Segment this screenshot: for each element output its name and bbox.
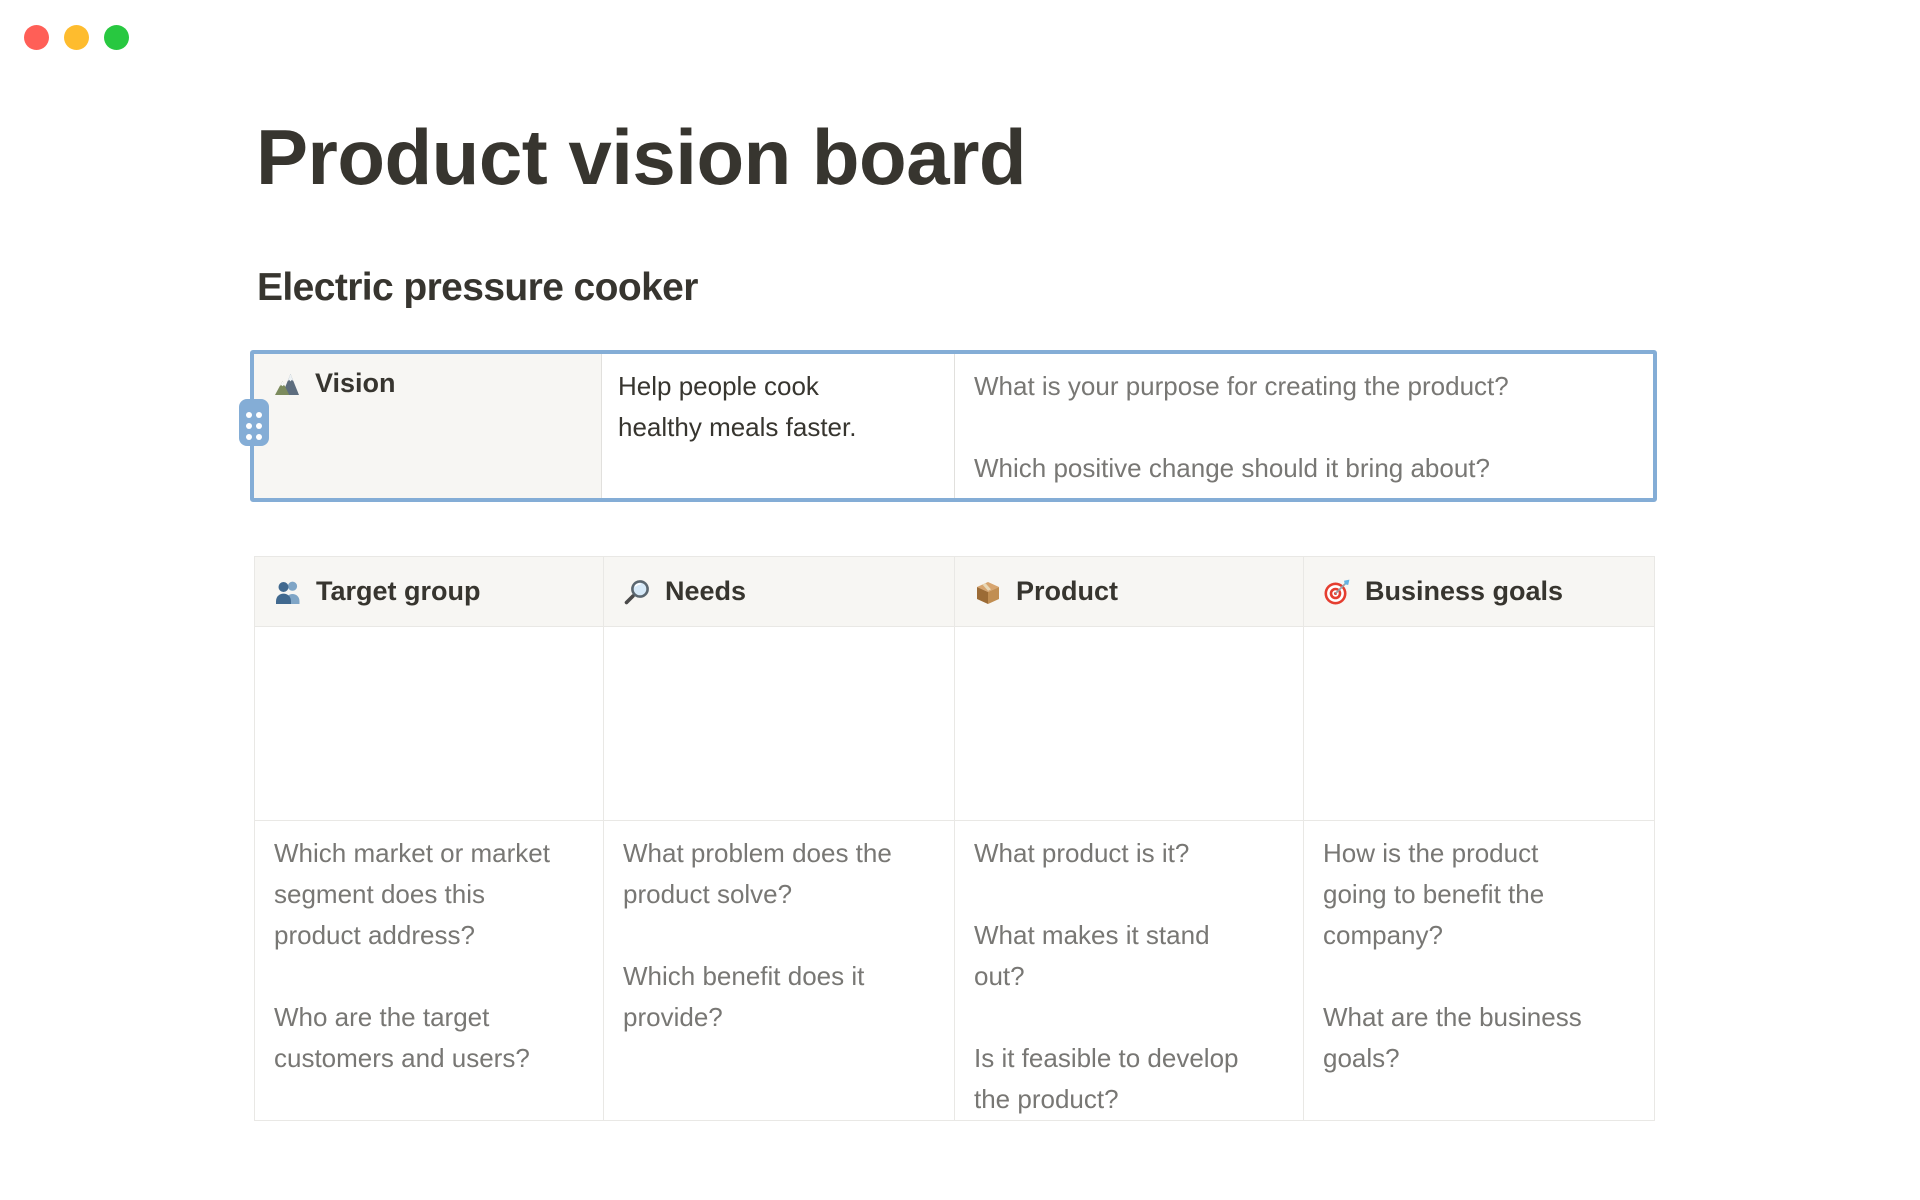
drag-handle[interactable]: [239, 399, 269, 446]
magnifying-glass-icon: [624, 579, 649, 604]
close-button[interactable]: [24, 25, 49, 50]
question-text: What problem does the product solve?: [623, 838, 892, 909]
questions-cell-needs[interactable]: What problem does the product solve? Whi…: [604, 821, 955, 1121]
empty-cell-business-goals[interactable]: [1304, 627, 1655, 821]
question-text: Which benefit does it provide?: [623, 961, 865, 1032]
board-table: Target group Needs Product Business goal…: [254, 556, 1655, 1121]
window-controls: [24, 25, 129, 50]
busts-in-silhouette-icon: [276, 581, 300, 604]
vision-value-cell[interactable]: Help people cook healthy meals faster.: [601, 354, 954, 498]
empty-cell-product[interactable]: [955, 627, 1304, 821]
vision-header-cell[interactable]: Vision: [254, 354, 601, 498]
page-title[interactable]: Product vision board: [256, 113, 1027, 201]
column-label-product: Product: [1016, 576, 1119, 606]
question-text: What makes it stand out?: [974, 920, 1210, 991]
header-cell-needs[interactable]: Needs: [604, 557, 955, 627]
column-label-needs: Needs: [665, 576, 747, 606]
vision-table: Vision Help people cook healthy meals fa…: [250, 350, 1657, 502]
question-text: What product is it?: [974, 838, 1190, 868]
questions-cell-target-group[interactable]: Which market or market segment does this…: [255, 821, 604, 1121]
header-cell-business-goals[interactable]: Business goals: [1304, 557, 1655, 627]
vision-prompt: Which positive change should it bring ab…: [974, 453, 1490, 483]
column-label-target-group: Target group: [316, 576, 481, 606]
vision-prompt: What is your purpose for creating the pr…: [974, 371, 1509, 401]
vision-value: Help people cook healthy meals faster.: [618, 371, 857, 442]
vision-label: Vision: [315, 368, 396, 398]
empty-cell-target-group[interactable]: [255, 627, 604, 821]
vision-prompts-cell[interactable]: What is your purpose for creating the pr…: [954, 354, 1653, 498]
question-text: How is the product going to benefit the …: [1323, 838, 1545, 950]
question-text: Which market or market segment does this…: [274, 838, 550, 950]
question-text: Who are the target customers and users?: [274, 1002, 530, 1073]
direct-hit-icon: [1324, 579, 1350, 604]
package-icon: [977, 581, 999, 604]
mountain-icon: [275, 374, 299, 395]
questions-cell-product[interactable]: What product is it? What makes it stand …: [955, 821, 1304, 1121]
empty-cell-needs[interactable]: [604, 627, 955, 821]
question-text: What are the business goals?: [1323, 1002, 1582, 1073]
page-subtitle[interactable]: Electric pressure cooker: [257, 266, 698, 309]
column-label-business-goals: Business goals: [1365, 576, 1564, 606]
header-cell-product[interactable]: Product: [955, 557, 1304, 627]
minimize-button[interactable]: [64, 25, 89, 50]
questions-cell-business-goals[interactable]: How is the product going to benefit the …: [1304, 821, 1655, 1121]
question-text: Is it feasible to develop the product?: [974, 1043, 1239, 1114]
zoom-button[interactable]: [104, 25, 129, 50]
header-cell-target-group[interactable]: Target group: [255, 557, 604, 627]
